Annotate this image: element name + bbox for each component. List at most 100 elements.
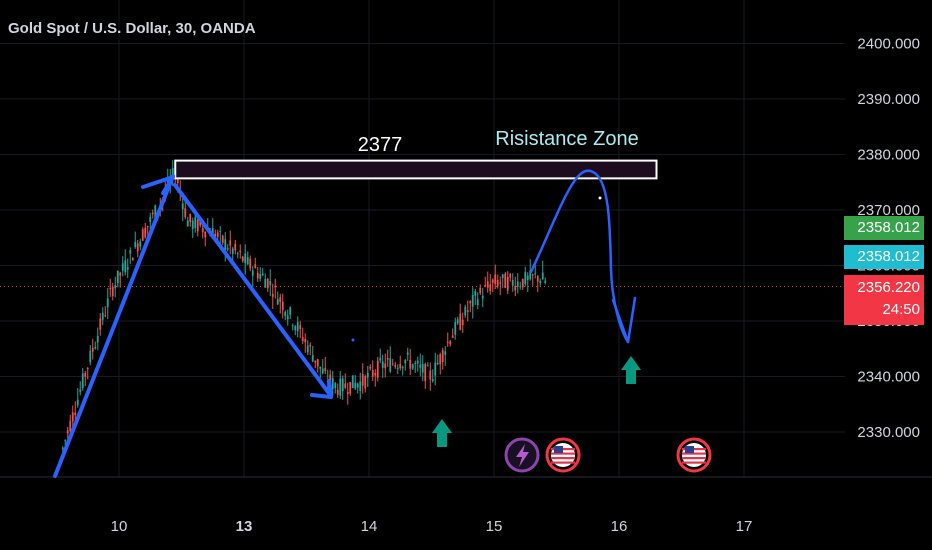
candle-body bbox=[284, 311, 287, 317]
candle-body bbox=[534, 273, 537, 275]
candle-body bbox=[64, 440, 67, 442]
y-tick-label: 2400.000 bbox=[857, 36, 920, 53]
candle-body bbox=[459, 313, 462, 330]
candle-body bbox=[176, 178, 179, 184]
candle-body bbox=[539, 280, 542, 284]
candle-body bbox=[304, 338, 307, 343]
candle-body bbox=[391, 363, 394, 365]
candle-body bbox=[416, 360, 419, 364]
candle-body bbox=[274, 285, 277, 288]
candle-body bbox=[301, 337, 304, 341]
candle-body bbox=[196, 219, 199, 232]
candle-body bbox=[314, 360, 317, 363]
candle-body bbox=[476, 299, 479, 306]
trend-line-down bbox=[173, 183, 333, 398]
candle-body bbox=[289, 307, 292, 315]
trend-line-up bbox=[53, 174, 175, 478]
candle-body bbox=[449, 341, 452, 345]
y-tick-label: 2390.000 bbox=[857, 91, 920, 108]
candle-body bbox=[94, 346, 97, 349]
candle-body bbox=[219, 230, 222, 232]
candle-body bbox=[474, 291, 477, 296]
symbol-title[interactable]: Gold Spot / U.S. Dollar, 30, OANDA bbox=[8, 20, 256, 37]
candle-body bbox=[171, 167, 174, 176]
grid bbox=[0, 0, 845, 477]
candle-body bbox=[364, 376, 367, 389]
candle-body bbox=[259, 273, 262, 279]
drawing-dot bbox=[351, 338, 355, 342]
candle-body bbox=[481, 295, 484, 299]
candle-body bbox=[104, 315, 107, 317]
candle-body bbox=[224, 239, 227, 250]
countdown-label: 24:50 bbox=[882, 301, 920, 318]
candle-body bbox=[149, 216, 152, 222]
x-tick-label: 16 bbox=[611, 518, 628, 535]
candle-body bbox=[144, 227, 147, 238]
candle-body bbox=[489, 284, 492, 292]
candle-body bbox=[484, 285, 487, 287]
candle-body bbox=[204, 231, 207, 238]
candle-body bbox=[406, 352, 409, 355]
candle-body bbox=[249, 258, 252, 269]
candle-body bbox=[141, 229, 144, 241]
candle-body bbox=[201, 228, 204, 233]
candle-body bbox=[389, 358, 392, 372]
candle-body bbox=[501, 274, 504, 278]
candle-body bbox=[431, 379, 434, 382]
y-tick-label: 2330.000 bbox=[857, 424, 920, 441]
candle-body bbox=[86, 368, 89, 370]
y-tick-label: 2380.000 bbox=[857, 147, 920, 164]
candle-body bbox=[296, 322, 299, 331]
x-tick-label: 10 bbox=[111, 518, 128, 535]
candle-body bbox=[246, 256, 249, 265]
candle-body bbox=[319, 366, 322, 369]
candle-body bbox=[536, 276, 539, 282]
x-tick-label: 14 bbox=[361, 518, 378, 535]
candle-body bbox=[436, 362, 439, 365]
candle-body bbox=[109, 287, 112, 290]
candle-body bbox=[399, 364, 402, 369]
candle-body bbox=[146, 225, 149, 228]
us-flag-event-icon bbox=[676, 437, 712, 473]
candle-body bbox=[74, 412, 77, 416]
candle-body bbox=[404, 359, 407, 364]
candle-body bbox=[71, 412, 74, 422]
candle-body bbox=[339, 378, 342, 396]
candle-body bbox=[526, 275, 529, 280]
candle-body bbox=[226, 248, 229, 250]
candles bbox=[61, 160, 547, 453]
candle-body bbox=[106, 298, 109, 308]
candle-body bbox=[236, 253, 239, 255]
candle-body bbox=[506, 276, 509, 291]
candle-body bbox=[271, 293, 274, 297]
candle-body bbox=[371, 370, 374, 377]
candle-body bbox=[334, 383, 337, 389]
candle-body bbox=[524, 272, 527, 285]
candle-body bbox=[464, 306, 467, 316]
candle-body bbox=[264, 279, 267, 288]
candle-body bbox=[356, 383, 359, 388]
forecast-curve bbox=[529, 169, 630, 344]
candle-body bbox=[244, 253, 247, 264]
candle-body bbox=[124, 260, 127, 273]
candle-body bbox=[76, 399, 79, 406]
candle-body bbox=[331, 377, 334, 390]
candle-body bbox=[131, 258, 134, 261]
candle-body bbox=[129, 250, 132, 254]
candle-body bbox=[461, 319, 464, 326]
y-tick-label: 2340.000 bbox=[857, 369, 920, 386]
candle-body bbox=[394, 364, 397, 367]
candle-body bbox=[409, 359, 412, 369]
candle-body bbox=[491, 279, 494, 283]
candle-body bbox=[444, 351, 447, 355]
candle-body bbox=[96, 335, 99, 343]
candle-body bbox=[336, 389, 339, 395]
forecast-arrowhead bbox=[611, 296, 637, 344]
candle-body bbox=[261, 273, 264, 276]
candle-body bbox=[499, 282, 502, 284]
candle-body bbox=[151, 212, 154, 215]
candle-body bbox=[66, 430, 69, 434]
candle-body bbox=[411, 364, 414, 369]
candle-body bbox=[256, 272, 259, 279]
